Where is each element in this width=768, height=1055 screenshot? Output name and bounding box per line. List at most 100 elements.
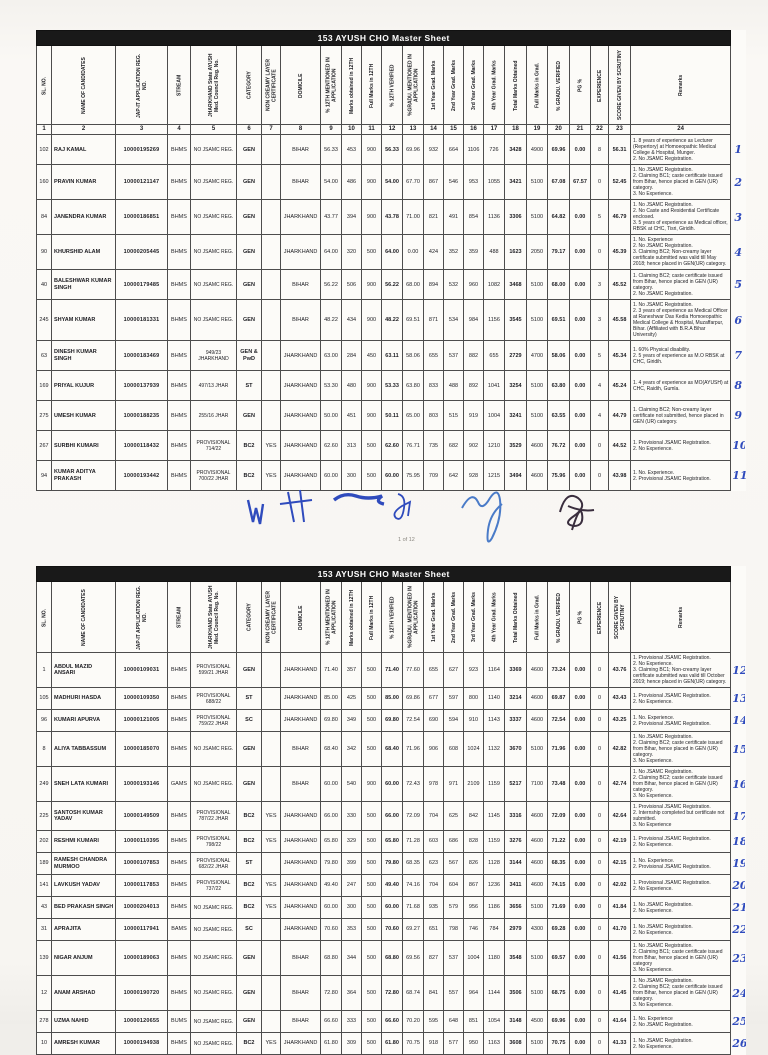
cell: 803 (424, 401, 444, 431)
cell: 500 (362, 710, 382, 732)
cell: 434 (342, 300, 362, 341)
cell: 10000205445 (116, 235, 168, 270)
cell: 500 (362, 853, 382, 875)
cell: 70.75 (548, 1033, 570, 1055)
column-header: SL. NO. (37, 582, 52, 653)
handwritten-row-number: 17 (731, 802, 746, 831)
cell: 0.00 (570, 976, 591, 1011)
table-title: 153 AYUSH CHO Master Sheet (37, 567, 731, 582)
cell: 69.96 (403, 135, 424, 165)
cell: 10000193442 (116, 461, 168, 491)
handwritten-row-number: 7 (731, 341, 746, 371)
cell: 851 (464, 1011, 484, 1033)
column-header: NAME OF CANDIDATES (52, 582, 116, 653)
cell: JHARKHAND (281, 919, 321, 941)
cell: 821 (424, 200, 444, 235)
cell: 71.69 (548, 897, 570, 919)
cell: 500 (362, 1011, 382, 1033)
cell: 3254 (505, 371, 527, 401)
cell: 3 (116, 125, 168, 135)
cell: 3468 (505, 270, 527, 300)
cell: 0 (591, 767, 609, 802)
cell: NO JSAMC REG. (191, 270, 237, 300)
cell: JHARKHAND (281, 341, 321, 371)
cell: 73.48 (548, 767, 570, 802)
cell: 357 (342, 653, 362, 688)
cell: 500 (362, 732, 382, 767)
page-number-footer: 1 of 12 (398, 537, 415, 543)
cell: 488 (484, 235, 505, 270)
cell: 43.77 (321, 200, 342, 235)
cell: 68.35 (403, 853, 424, 875)
cell: ST (237, 688, 262, 710)
cell: 5100 (527, 897, 548, 919)
cell: 902 (464, 431, 484, 461)
cell: 453 (342, 135, 362, 165)
cell: 71.00 (403, 200, 424, 235)
cell: 3306 (505, 200, 527, 235)
cell: 1186 (484, 897, 505, 919)
cell: 800 (464, 688, 484, 710)
signature-scribble-1 (248, 500, 263, 524)
cell: BHMS (168, 1033, 191, 1055)
cell: GEN (237, 300, 262, 341)
cell: 70.20 (403, 1011, 424, 1033)
cell: 22 (591, 125, 609, 135)
cell: 500 (362, 919, 382, 941)
cell: GEN (237, 767, 262, 802)
cell: 85.00 (382, 688, 403, 710)
cell: 249 (37, 767, 52, 802)
cell: 3656 (505, 897, 527, 919)
cell (262, 300, 281, 341)
cell: 5 (591, 341, 609, 371)
cell: 0 (591, 710, 609, 732)
cell: 0 (591, 875, 609, 897)
cell: 54.00 (321, 165, 342, 200)
cell: 45.52 (609, 270, 631, 300)
cell: 45.58 (609, 300, 631, 341)
cell: PROVISIONAL 682/22 JHAR (191, 853, 237, 875)
cell: GEN (237, 941, 262, 976)
cell: GEN (237, 235, 262, 270)
handwritten-row-number: 14 (731, 710, 746, 732)
cell: 64.00 (321, 235, 342, 270)
cell (262, 165, 281, 200)
column-header: PG % (570, 582, 591, 653)
cell: NO JSAMC REG. (191, 1033, 237, 1055)
cell: 71.22 (548, 831, 570, 853)
cell: 0 (591, 1033, 609, 1055)
cell: 43.25 (609, 710, 631, 732)
cell: GAMS (168, 767, 191, 802)
margin-spacer (731, 46, 746, 125)
cell (262, 270, 281, 300)
cell: 139 (37, 941, 52, 976)
cell: 900 (362, 165, 382, 200)
cell: 169 (37, 371, 52, 401)
cell: 245 (37, 300, 52, 341)
cell: 5 (191, 125, 237, 135)
cell: 892 (464, 371, 484, 401)
signature-initial-d (394, 494, 410, 519)
cell: 1024 (464, 732, 484, 767)
cell: 3144 (505, 853, 527, 875)
cell: 0.00 (570, 341, 591, 371)
cell: GEN & PwD (237, 341, 262, 371)
cell: JHARKHAND (281, 235, 321, 270)
handwritten-row-number: 22 (731, 919, 746, 941)
cell (262, 200, 281, 235)
cell: BIHAR (281, 300, 321, 341)
table-title-bar: 153 AYUSH CHO Master Sheet (37, 567, 746, 582)
cell: 500 (362, 976, 382, 1011)
cell: KUMAR ADITYA PRAKASH (52, 461, 116, 491)
cell: 50.11 (382, 401, 403, 431)
cell: GEN (237, 165, 262, 200)
cell: 69.27 (403, 919, 424, 941)
cell: 2729 (505, 341, 527, 371)
cell: 0 (591, 802, 609, 831)
cell: 964 (464, 976, 484, 1011)
margin-spacer (731, 31, 746, 46)
cell: 76.72 (548, 431, 570, 461)
